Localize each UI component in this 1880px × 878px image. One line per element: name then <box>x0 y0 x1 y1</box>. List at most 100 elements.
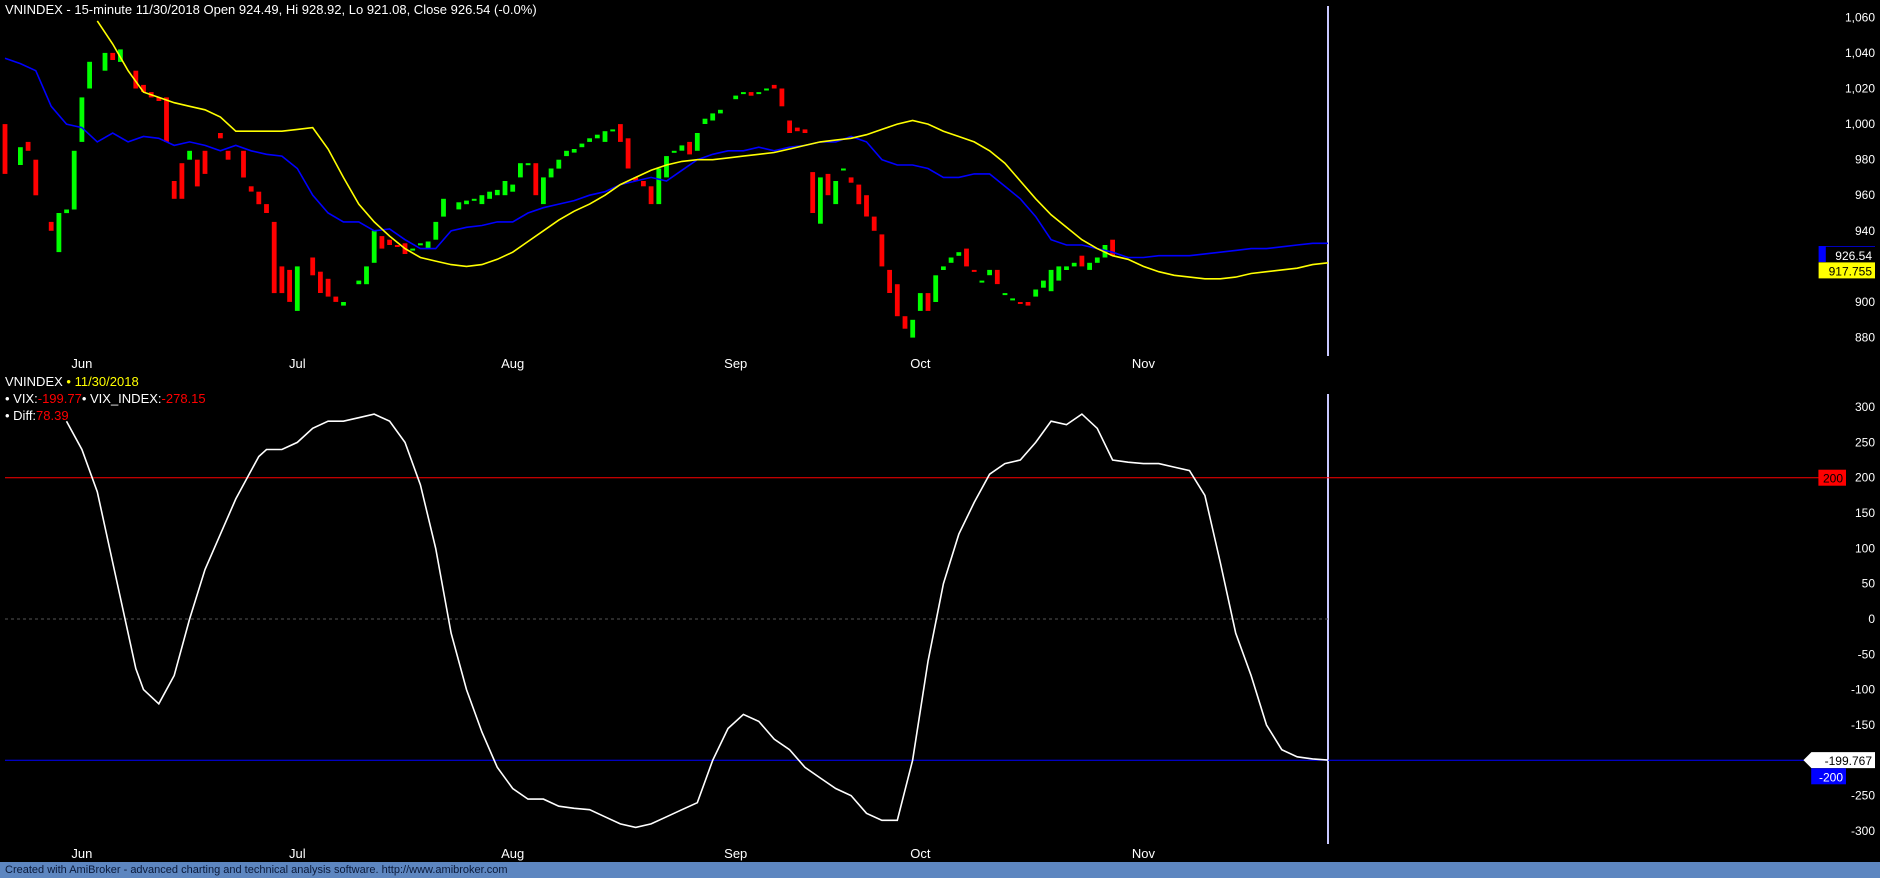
lower-y-tick-label: 250 <box>1855 435 1875 449</box>
candle <box>387 239 392 245</box>
upper-y-tick-label: 1,060 <box>1845 10 1875 24</box>
candle <box>587 138 592 142</box>
candle <box>2 124 8 174</box>
lower-x-tick-label: Aug <box>501 846 524 861</box>
candle <box>410 248 416 251</box>
candle <box>364 266 369 285</box>
upper-y-tick-label: 900 <box>1855 295 1875 309</box>
upper-value-label-2: 917.755 <box>1829 264 1873 278</box>
candle <box>741 92 746 95</box>
candle <box>1087 262 1092 270</box>
candle <box>25 141 31 151</box>
candle <box>487 191 492 199</box>
candle <box>910 319 916 338</box>
candle <box>841 168 846 171</box>
upper-x-tick-label: Sep <box>724 356 747 371</box>
candle <box>802 129 808 133</box>
lower-date: 11/30/2018 <box>75 374 139 389</box>
candle <box>1033 289 1039 297</box>
candle <box>664 156 669 178</box>
lower-y-tick-label: 200 <box>1855 471 1875 485</box>
lower-x-tick-label: Sep <box>724 846 747 861</box>
upper-value-label-1: 926.54 <box>1835 249 1872 263</box>
diff-value: 78.39 <box>36 408 69 423</box>
candle <box>141 84 146 92</box>
lower-y-tick-label: 0 <box>1868 612 1875 626</box>
candle <box>464 200 469 205</box>
lower-oscillator-pane[interactable]: -300 -250 -200 -150 -100 -50 0 50 100 150 200 250 30… <box>5 394 1875 861</box>
upper-y-tick-label: 1,020 <box>1845 81 1875 95</box>
lower-current-value-label: -199.767 <box>1825 754 1873 768</box>
candle <box>610 129 616 132</box>
candle <box>433 221 439 240</box>
candle <box>394 245 400 247</box>
lower-header-line3: • Diff:78.39 <box>5 408 69 423</box>
candle <box>810 172 816 213</box>
upper-x-tick-label: Jul <box>289 356 306 371</box>
candle <box>941 266 946 270</box>
lower-sep: • <box>63 374 75 389</box>
candle <box>1071 262 1077 267</box>
candle <box>1017 302 1023 304</box>
upper-y-tick-label: 960 <box>1855 188 1875 202</box>
lower-level-200-box <box>1818 469 1846 486</box>
upper-y-tick-label: 940 <box>1855 224 1875 238</box>
candle <box>548 168 554 178</box>
candle <box>418 243 423 246</box>
candle <box>325 278 331 297</box>
lower-y-tick-label: 100 <box>1855 541 1875 555</box>
candle <box>18 147 23 165</box>
candle <box>879 234 885 267</box>
candle <box>856 184 862 205</box>
candle <box>225 150 231 160</box>
candle <box>641 181 646 187</box>
upper-y-tick-label: 880 <box>1855 331 1875 345</box>
candle <box>310 257 316 276</box>
candle <box>579 143 585 148</box>
candle <box>1064 266 1069 270</box>
candle <box>679 145 685 151</box>
candle <box>64 209 69 214</box>
lower-y-tick-label: -150 <box>1851 718 1875 732</box>
candle <box>518 163 523 178</box>
candle <box>771 84 777 89</box>
candle <box>971 269 977 272</box>
candle <box>894 284 900 317</box>
candle <box>825 173 831 196</box>
candle <box>318 271 323 293</box>
candle <box>702 118 708 124</box>
candle <box>779 88 785 107</box>
candle <box>533 163 539 196</box>
candle <box>79 97 85 142</box>
candle <box>194 159 200 187</box>
lower-level-minus200-label: -200 <box>1819 770 1843 784</box>
candle <box>864 195 869 217</box>
upper-price-pane[interactable]: 8809009209409609801,0001,0201,0401,060Ju… <box>2 6 1876 371</box>
candle <box>241 150 246 178</box>
candle <box>479 195 485 205</box>
candle <box>1025 302 1031 306</box>
candle <box>48 221 54 231</box>
candle <box>764 88 769 91</box>
candle <box>787 120 792 133</box>
candle <box>525 163 531 166</box>
candle <box>1002 293 1008 296</box>
candle <box>564 150 569 157</box>
candle <box>917 293 923 311</box>
upper-x-tick-label: Oct <box>910 356 931 371</box>
lower-y-tick-label: -300 <box>1851 824 1875 838</box>
yellow-moving-average-line <box>96 20 1329 280</box>
candle <box>218 133 223 139</box>
upper-y-tick-label: 1,040 <box>1845 46 1875 60</box>
candle <box>556 159 562 169</box>
lower-x-tick-label: Nov <box>1132 846 1156 861</box>
lower-level-200-label: 200 <box>1823 472 1843 486</box>
candle <box>156 97 162 101</box>
lower-header-line1: VNINDEX • 11/30/2018 <box>5 374 139 389</box>
candle <box>264 204 269 213</box>
vix-label: • VIX: <box>5 391 38 406</box>
candle <box>118 49 123 62</box>
candle <box>456 202 462 210</box>
